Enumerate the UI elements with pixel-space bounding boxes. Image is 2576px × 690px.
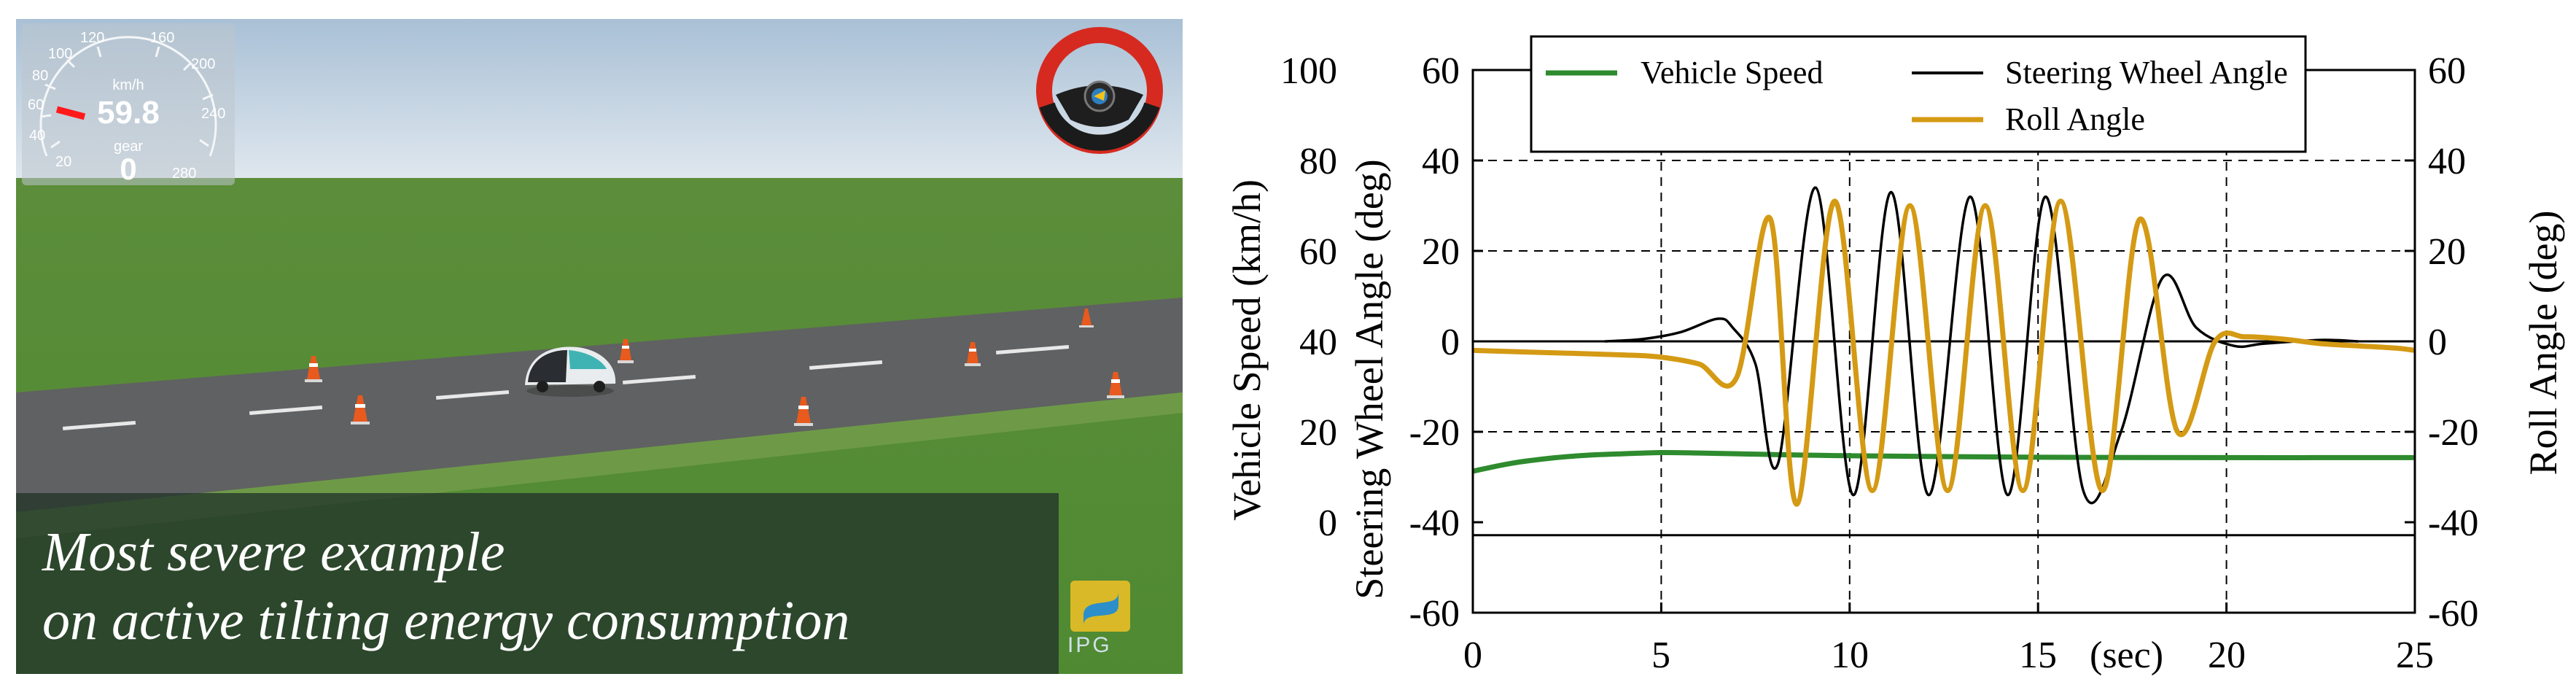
caption-line-1: Most severe example <box>42 522 505 583</box>
steering-axis-title: Steering Wheel Angle (deg) <box>1347 159 1391 599</box>
caption-line-2: on active tilting energy consumption <box>42 590 850 651</box>
lane-dashes <box>62 344 1070 430</box>
gauge-scale-100: 100 <box>48 46 72 62</box>
gauge-scale-200: 200 <box>191 56 215 72</box>
roll-tick-40: 40 <box>2428 141 2466 182</box>
series-steering-wheel-angle-line <box>1604 186 2359 505</box>
chart: 0 5 10 15 20 25 (sec) 100 80 60 40 20 0 … <box>1225 35 2565 676</box>
road <box>16 298 1183 512</box>
gauge-dial: 20 40 60 80 100 120 160 200 240 280 <box>28 30 225 182</box>
roll-axis-title: Roll Angle (deg) <box>2521 211 2565 476</box>
legend-label-speed: Vehicle Speed <box>1641 55 1823 90</box>
roll-tick-minus40: -40 <box>2428 503 2478 544</box>
gauge-scale-20: 20 <box>55 154 71 170</box>
simulation-view: 20 40 60 80 100 120 160 200 240 280 km/h… <box>16 19 1183 674</box>
speed-tick-60: 60 <box>1299 231 1337 273</box>
speedometer-gauge: 20 40 60 80 100 120 160 200 240 280 km/h… <box>22 23 235 186</box>
tilting-vehicle <box>525 346 616 397</box>
gauge-unit-label: km/h <box>112 77 144 93</box>
gauge-scale-240: 240 <box>201 106 225 122</box>
roll-tick-0: 0 <box>2428 322 2447 363</box>
series-vehicle-speed-line <box>1472 449 2416 474</box>
steer-tick-40: 40 <box>1422 141 1460 182</box>
caption-overlay: Most severe example on active tilting en… <box>16 493 1059 674</box>
gauge-scale-60: 60 <box>28 97 44 113</box>
x-tick-25: 25 <box>2396 635 2434 676</box>
legend-box <box>1530 35 2307 153</box>
ipg-logo-text: IPG <box>1067 633 1112 657</box>
tick-marks <box>1471 69 2416 614</box>
speed-tick-40: 40 <box>1299 322 1337 363</box>
roll-tick-minus20: -20 <box>2428 412 2478 454</box>
x-tick-10: 10 <box>1831 635 1869 676</box>
gauge-scale-40: 40 <box>29 128 45 144</box>
ipg-logo-icon <box>1070 581 1130 632</box>
legend-label-roll: Roll Angle <box>2005 101 2145 137</box>
gauge-scale-160: 160 <box>150 30 174 46</box>
traffic-cones <box>305 309 1124 426</box>
gauge-gear-value: 0 <box>120 152 137 186</box>
steer-tick-minus20: -20 <box>1409 412 1460 454</box>
steer-tick-minus60: -60 <box>1409 593 1460 635</box>
steer-tick-20: 20 <box>1422 231 1460 273</box>
gauge-scale-80: 80 <box>32 68 48 84</box>
gauge-needle <box>55 106 86 120</box>
x-tick-0: 0 <box>1463 635 1482 676</box>
x-tick-15: 15 <box>2019 635 2057 676</box>
speed-tick-100: 100 <box>1280 50 1337 92</box>
steer-tick-minus40: -40 <box>1409 503 1460 544</box>
gauge-scale-120: 120 <box>80 30 104 46</box>
speed-tick-80: 80 <box>1299 141 1337 182</box>
gauge-speed-value: 59.8 <box>97 95 160 131</box>
steering-wheel-icon <box>1036 27 1163 154</box>
gauge-scale-280: 280 <box>172 166 196 182</box>
roll-tick-20: 20 <box>2428 231 2466 273</box>
x-tick-20: 20 <box>2208 635 2246 676</box>
zero-lines <box>1473 340 2415 537</box>
legend-label-steering: Steering Wheel Angle <box>2005 55 2288 90</box>
series-roll-angle-line <box>1472 198 2416 507</box>
gauge-gear-label: gear <box>113 139 144 155</box>
speed-tick-20: 20 <box>1299 412 1337 454</box>
steer-tick-60: 60 <box>1422 50 1460 92</box>
chart-grid <box>1473 70 2415 613</box>
legend: Vehicle Speed Steering Wheel Angle Roll … <box>1530 35 2307 153</box>
speed-tick-0: 0 <box>1318 503 1337 544</box>
series-layer <box>1472 186 2416 507</box>
steer-tick-0: 0 <box>1441 322 1460 363</box>
roll-tick-60: 60 <box>2428 50 2466 92</box>
x-axis-label: (sec) <box>2090 635 2163 676</box>
roll-tick-minus60: -60 <box>2428 593 2478 635</box>
speed-axis-title: Vehicle Speed (km/h) <box>1225 179 1269 521</box>
x-tick-5: 5 <box>1651 635 1670 676</box>
